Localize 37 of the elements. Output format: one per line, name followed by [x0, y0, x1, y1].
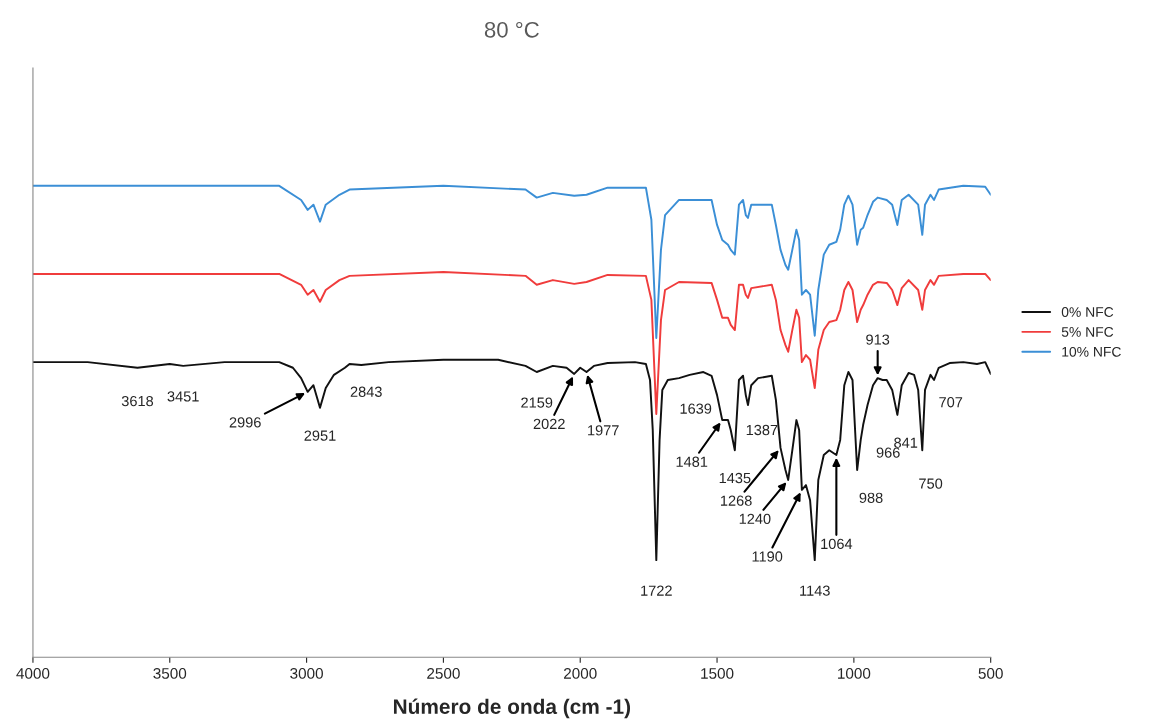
annotation: 1481	[676, 456, 708, 467]
annotation: 2159	[521, 397, 553, 408]
annotation: 1722	[641, 585, 672, 596]
annotation: 966	[876, 447, 900, 458]
annotation: 1435	[719, 472, 751, 484]
legend-label: 5% NFC	[1061, 327, 1114, 337]
x-tick-label: 2000	[564, 668, 597, 679]
annotation: 707	[939, 397, 963, 408]
legend-label: 0% NFC	[1061, 307, 1114, 317]
annotation: 3618	[121, 395, 154, 407]
x-tick-label: 1500	[701, 668, 734, 679]
annotation: 1977	[588, 425, 619, 436]
annotation: 1240	[739, 513, 771, 525]
annotation: 1190	[752, 551, 783, 562]
annotation: 1064	[821, 538, 853, 550]
annotation: 2951	[304, 430, 336, 441]
annotation: 750	[919, 478, 943, 489]
annotation: 2022	[533, 418, 565, 430]
annotation: 1268	[720, 495, 752, 506]
x-tick-label: 3500	[153, 668, 187, 679]
legend-label: 10% NFC	[1062, 346, 1121, 357]
x-tick-label: 4000	[16, 668, 50, 679]
x-tick-label: 2500	[427, 668, 460, 679]
annotation: 988	[859, 492, 883, 503]
annotation: 2996	[229, 417, 261, 428]
annotation: 841	[894, 437, 918, 448]
annotation: 913	[866, 334, 890, 345]
annotation: 3451	[167, 391, 199, 402]
x-tick-label: 3000	[290, 668, 323, 679]
annotation: 1387	[746, 424, 778, 436]
annotation: 1143	[800, 585, 830, 596]
x-tick-label: 500	[978, 668, 1003, 679]
x-axis-title: Número de onda (cm -1)	[393, 698, 631, 719]
x-tick-label: 1000	[838, 668, 871, 679]
annotation: 2843	[350, 386, 382, 397]
annotation: 1639	[680, 403, 712, 414]
chart-title: 80 °C	[484, 21, 539, 38]
